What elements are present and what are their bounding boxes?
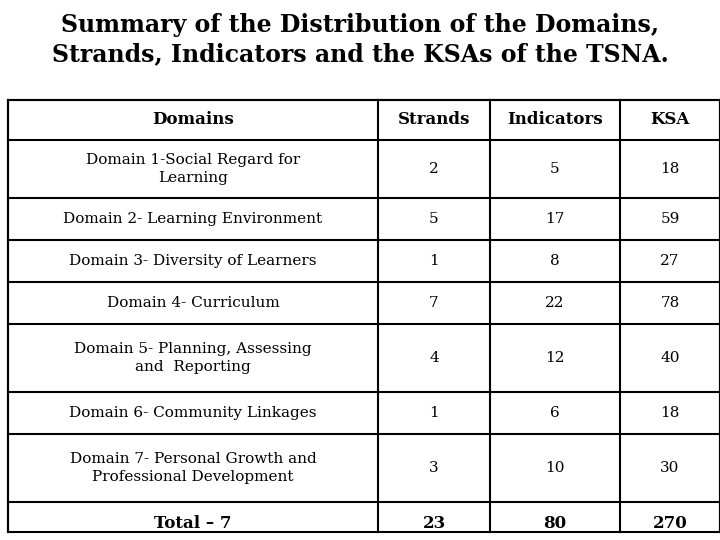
Text: Indicators: Indicators xyxy=(507,111,603,129)
Text: 10: 10 xyxy=(545,461,564,475)
Text: 8: 8 xyxy=(550,254,560,268)
Text: Domain 2- Learning Environment: Domain 2- Learning Environment xyxy=(63,212,323,226)
Text: 17: 17 xyxy=(545,212,564,226)
Text: 12: 12 xyxy=(545,351,564,365)
Text: Domain 3- Diversity of Learners: Domain 3- Diversity of Learners xyxy=(69,254,317,268)
Text: 59: 59 xyxy=(660,212,680,226)
Text: 40: 40 xyxy=(660,351,680,365)
Text: 80: 80 xyxy=(544,515,567,531)
Text: 78: 78 xyxy=(660,296,680,310)
Text: 18: 18 xyxy=(660,406,680,420)
Text: 7: 7 xyxy=(429,296,438,310)
Text: 22: 22 xyxy=(545,296,564,310)
Text: 270: 270 xyxy=(652,515,688,531)
Text: 27: 27 xyxy=(660,254,680,268)
Text: 3: 3 xyxy=(429,461,438,475)
Text: Domain 1-Social Regard for
Learning: Domain 1-Social Regard for Learning xyxy=(86,153,300,185)
Text: Domain 6- Community Linkages: Domain 6- Community Linkages xyxy=(69,406,317,420)
Text: Domain 4- Curriculum: Domain 4- Curriculum xyxy=(107,296,279,310)
Text: KSA: KSA xyxy=(650,111,690,129)
Text: 5: 5 xyxy=(429,212,438,226)
Text: 1: 1 xyxy=(429,406,439,420)
Text: 5: 5 xyxy=(550,162,560,176)
Text: Total – 7: Total – 7 xyxy=(154,515,232,531)
Text: Domains: Domains xyxy=(152,111,234,129)
Text: Domain 5- Planning, Assessing
and  Reporting: Domain 5- Planning, Assessing and Report… xyxy=(74,342,312,374)
Text: 6: 6 xyxy=(550,406,560,420)
Text: 4: 4 xyxy=(429,351,439,365)
Text: Strands: Strands xyxy=(398,111,470,129)
Text: Summary of the Distribution of the Domains,
Strands, Indicators and the KSAs of : Summary of the Distribution of the Domai… xyxy=(52,13,668,66)
Text: Domain 7- Personal Growth and
Professional Development: Domain 7- Personal Growth and Profession… xyxy=(70,453,316,484)
Text: 18: 18 xyxy=(660,162,680,176)
Text: 2: 2 xyxy=(429,162,439,176)
Text: 23: 23 xyxy=(423,515,446,531)
Text: 1: 1 xyxy=(429,254,439,268)
Text: 30: 30 xyxy=(660,461,680,475)
Bar xyxy=(8,100,720,532)
